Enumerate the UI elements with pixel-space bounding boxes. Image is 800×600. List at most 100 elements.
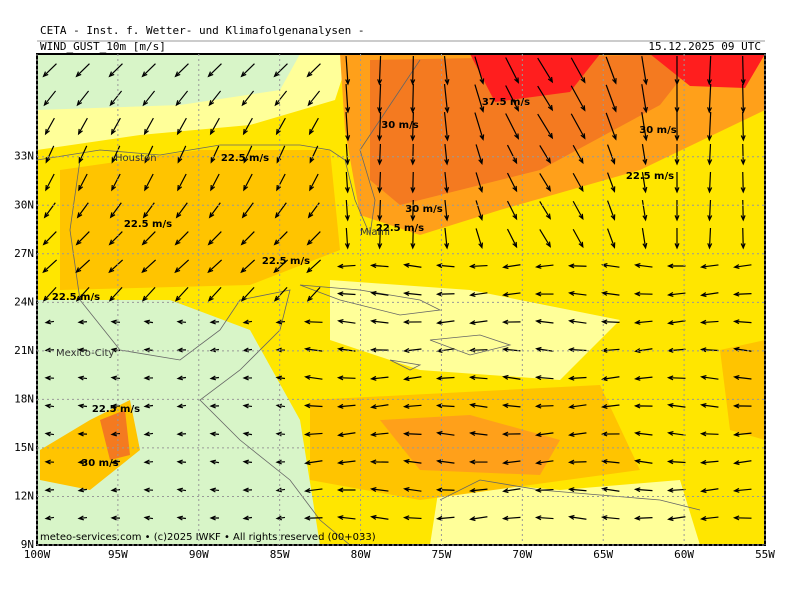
- wind-arrow: [110, 487, 121, 493]
- wind-arrow: [209, 117, 220, 136]
- wind-arrow: [377, 171, 383, 194]
- wind-arrow: [475, 172, 484, 194]
- wind-arrow: [207, 286, 222, 302]
- wind-arrow: [143, 515, 154, 521]
- wind-arrow: [505, 85, 520, 112]
- lat-tick-label: 24N: [14, 295, 34, 308]
- wind-arrow: [740, 83, 746, 114]
- wind-arrow: [44, 431, 55, 437]
- wind-arrow: [176, 347, 187, 353]
- header-title: CETA - Inst. f. Wetter- und Klimafolgena…: [40, 24, 365, 37]
- wind-arrow: [243, 145, 253, 164]
- wind-arrow: [77, 403, 88, 409]
- wind-arrow: [207, 259, 223, 274]
- wind-arrow: [641, 228, 648, 250]
- wind-arrow: [403, 486, 422, 492]
- field-calm: [37, 54, 300, 110]
- wind-arrow: [78, 145, 88, 164]
- footer: meteo-services.com • (c)2025 IWKF • All …: [40, 532, 376, 543]
- wind-arrow: [601, 290, 620, 296]
- wind-arrow: [377, 55, 383, 86]
- wind-arrow: [502, 403, 521, 409]
- wind-arrow: [370, 487, 389, 492]
- wind-arrow: [240, 63, 255, 78]
- wind-arrow: [75, 231, 90, 246]
- wind-arrow: [143, 431, 154, 437]
- wind-arrow: [570, 113, 586, 140]
- wind-arrow: [699, 319, 719, 325]
- lon-tick-label: 85W: [270, 548, 290, 561]
- wind-arrow: [435, 403, 455, 409]
- wind-arrow: [77, 487, 88, 493]
- wind-arrow: [43, 90, 57, 107]
- wind-arrow: [410, 171, 416, 194]
- wind-arrow: [377, 227, 383, 250]
- wind-arrow: [77, 319, 88, 325]
- wind-arrow: [505, 113, 520, 140]
- wind-arrow: [502, 460, 521, 465]
- wind-arrow: [700, 402, 719, 408]
- field-high: [380, 415, 560, 475]
- wind-arrow: [633, 291, 653, 297]
- wind-arrow: [570, 85, 586, 112]
- wind-arrow: [275, 403, 286, 409]
- lat-tick-label: 18N: [14, 392, 34, 405]
- wind-arrow: [641, 84, 648, 114]
- lat-tick-label: 27N: [14, 247, 34, 260]
- wind-arrow: [345, 83, 351, 114]
- field-low: [330, 280, 620, 380]
- wind-arrow: [402, 515, 422, 521]
- wind-arrow: [275, 347, 286, 353]
- wind-arrow: [567, 459, 587, 465]
- wind-arrow: [337, 432, 356, 438]
- wind-arrow: [707, 199, 713, 222]
- wind-arrow: [506, 228, 518, 249]
- wind-arrow: [733, 375, 752, 380]
- valid-time: 15.12.2025 09 UTC: [648, 40, 761, 53]
- wind-arrow: [242, 487, 253, 493]
- place-label: Miami: [360, 227, 390, 238]
- wind-arrow: [740, 199, 746, 222]
- wind-arrow: [606, 172, 616, 193]
- wind-arrow: [641, 172, 648, 194]
- wind-arrow: [567, 263, 587, 269]
- wind-arrow: [344, 143, 350, 166]
- wind-arrow: [369, 263, 389, 269]
- lon-tick-label: 100W: [24, 548, 51, 561]
- place-label: Mexico-City: [56, 348, 114, 359]
- wind-arrow: [176, 117, 187, 136]
- wind-arrow: [601, 404, 620, 409]
- wind-arrow: [240, 231, 255, 246]
- wind-arrow: [443, 84, 450, 114]
- wind-arrow: [537, 113, 554, 140]
- wind-arrow: [143, 403, 154, 409]
- lon-tick-label: 65W: [593, 548, 613, 561]
- wind-arrow: [666, 487, 686, 493]
- wind-arrow: [534, 291, 554, 297]
- wind-arrow: [44, 403, 55, 409]
- lat-tick-label: 33N: [14, 150, 34, 163]
- wind-arrow: [475, 144, 484, 166]
- wind-arrow: [303, 319, 323, 325]
- wind-arrow: [535, 346, 554, 352]
- wind-arrow: [45, 173, 55, 192]
- wind-arrow: [606, 200, 616, 221]
- wind-arrow: [403, 458, 422, 464]
- wind-arrow: [110, 117, 121, 136]
- wind-arrow: [700, 515, 719, 521]
- wind-arrow: [707, 111, 713, 142]
- wind-arrow: [534, 403, 554, 409]
- wind-arrow: [606, 228, 616, 249]
- wind-arrow: [732, 319, 752, 325]
- wind-arrow: [601, 486, 620, 492]
- wind-arrow: [402, 431, 422, 437]
- wind-arrow: [176, 375, 187, 381]
- wind-arrow: [435, 291, 455, 297]
- wind-arrow: [209, 431, 220, 437]
- wind-arrow: [444, 171, 450, 194]
- contour-label: 22.5 m/s: [376, 223, 424, 234]
- wind-arrow: [274, 202, 287, 219]
- wind-arrow: [110, 431, 121, 437]
- wind-arrow: [674, 143, 680, 166]
- wind-arrow: [109, 90, 123, 107]
